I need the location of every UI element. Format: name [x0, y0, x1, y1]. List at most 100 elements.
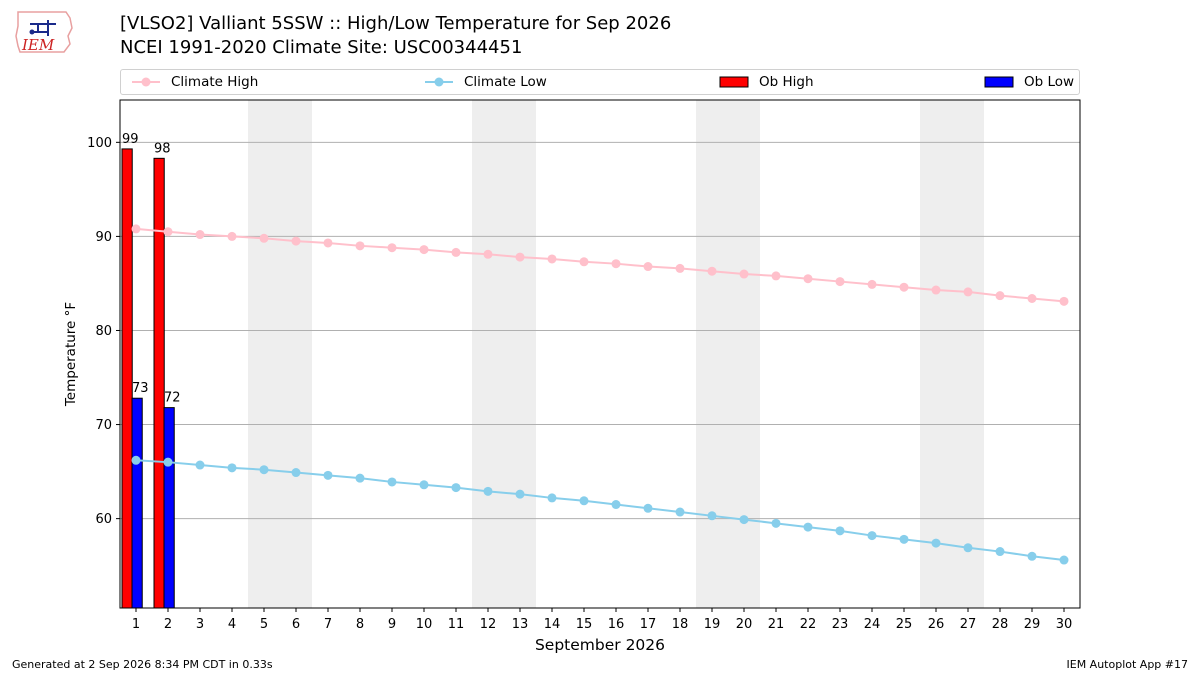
y-tick-label-70: 70	[95, 418, 112, 433]
x-tick-label-18: 18	[672, 617, 689, 632]
legend-label-climate-low: Climate Low	[464, 74, 547, 90]
x-tick-label-3: 3	[196, 617, 204, 632]
climate-high-point-day-11	[451, 247, 461, 257]
climate-low-point-day-5	[259, 465, 269, 475]
x-tick-label-11: 11	[448, 617, 465, 632]
climate-high-point-day-19	[707, 266, 717, 276]
legend-swatch-ob-high	[719, 76, 749, 88]
climate-high-point-day-24	[867, 279, 877, 289]
climate-high-point-day-20	[739, 269, 749, 279]
weekend-shade-0	[248, 100, 312, 608]
legend-item-climate-low: Climate Low	[424, 70, 547, 94]
x-tick-label-24: 24	[864, 617, 881, 632]
plot-frame	[119, 99, 1081, 609]
x-tick-label-19: 19	[704, 617, 721, 632]
ob-high-bar-day-1	[121, 148, 133, 609]
climate-high-point-day-29	[1027, 293, 1037, 303]
legend-label-ob-low: Ob Low	[1024, 74, 1075, 90]
x-tick-label-5: 5	[260, 617, 268, 632]
climate-low-point-day-8	[355, 473, 365, 483]
y-tick-label-80: 80	[95, 324, 112, 339]
legend-swatch-ob-low	[984, 76, 1014, 88]
climate-high-point-day-25	[899, 282, 909, 292]
x-tick-label-1: 1	[132, 617, 140, 632]
ob-low-label-day-1: 73	[132, 381, 149, 396]
x-tick-label-7: 7	[324, 617, 332, 632]
climate-low-point-day-10	[419, 480, 429, 490]
legend-item-climate-high: Climate High	[131, 70, 258, 94]
ob-high-label-day-1: 99	[122, 132, 139, 147]
legend-item-ob-high: Ob High	[719, 70, 814, 94]
ob-low-bar-day-1	[131, 397, 143, 609]
y-tick-label-100: 100	[87, 136, 112, 151]
climate-low-point-day-3	[195, 460, 205, 470]
climate-high-point-day-1	[131, 224, 141, 234]
logo-text: IEM	[21, 36, 55, 54]
climate-low-point-day-29	[1027, 551, 1037, 561]
climate-low-point-day-27	[963, 543, 973, 553]
weather-station-icon	[30, 20, 56, 36]
x-tick-label-29: 29	[1024, 617, 1041, 632]
x-tick-label-27: 27	[960, 617, 977, 632]
ob-high-bar-day-2	[153, 157, 165, 609]
climate-high-point-day-15	[579, 257, 589, 267]
x-tick-label-26: 26	[928, 617, 945, 632]
x-tick-label-4: 4	[228, 617, 236, 632]
climate-high-point-day-5	[259, 233, 269, 243]
weekend-shade-1	[472, 100, 536, 608]
climate-low-point-day-18	[675, 507, 685, 517]
climate-high-point-day-4	[227, 231, 237, 241]
climate-high-point-day-12	[483, 249, 493, 259]
climate-low-point-day-20	[739, 515, 749, 525]
climate-high-line	[135, 227, 1065, 303]
x-tick-label-30: 30	[1056, 617, 1073, 632]
climate-high-point-day-7	[323, 238, 333, 248]
ob-high-label-day-2: 98	[154, 141, 171, 156]
climate-low-point-day-21	[771, 518, 781, 528]
climate-high-point-day-28	[995, 291, 1005, 301]
y-tick-label-60: 60	[95, 512, 112, 527]
climate-low-point-day-24	[867, 531, 877, 541]
x-tick-label-20: 20	[736, 617, 753, 632]
x-tick-label-13: 13	[512, 617, 529, 632]
climate-low-point-day-14	[547, 493, 557, 503]
climate-low-point-day-13	[515, 489, 525, 499]
x-tick-label-21: 21	[768, 617, 785, 632]
x-tick-label-10: 10	[416, 617, 433, 632]
climate-low-point-day-19	[707, 511, 717, 521]
legend-swatch-climate-low	[425, 77, 453, 87]
climate-low-point-day-12	[483, 486, 493, 496]
climate-low-point-day-15	[579, 496, 589, 506]
climate-high-point-day-30	[1059, 296, 1069, 306]
climate-low-point-day-4	[227, 463, 237, 473]
x-axis-title: September 2026	[535, 636, 665, 654]
climate-high-point-day-10	[419, 245, 429, 255]
climate-high-point-day-3	[195, 230, 205, 240]
climate-low-point-day-9	[387, 477, 397, 487]
x-tick-label-22: 22	[800, 617, 817, 632]
climate-low-point-day-22	[803, 522, 813, 532]
x-tick-label-6: 6	[292, 617, 300, 632]
x-tick-label-8: 8	[356, 617, 364, 632]
chart-legend: Climate High Climate Low Ob High Ob Low	[120, 69, 1080, 95]
x-tick-label-28: 28	[992, 617, 1009, 632]
climate-high-point-day-8	[355, 241, 365, 251]
legend-item-ob-low: Ob Low	[984, 70, 1074, 94]
iem-logo: IEM	[15, 11, 73, 54]
ob-low-bar-day-2	[163, 407, 175, 609]
x-tick-label-9: 9	[388, 617, 396, 632]
weekend-shade-3	[920, 100, 984, 608]
climate-high-point-day-13	[515, 252, 525, 262]
climate-high-point-day-21	[771, 271, 781, 281]
climate-high-point-day-22	[803, 274, 813, 284]
climate-low-line	[135, 459, 1065, 562]
climate-high-point-day-16	[611, 259, 621, 269]
chart-subtitle: NCEI 1991-2020 Climate Site: USC00344451	[120, 37, 523, 58]
climate-low-point-day-26	[931, 538, 941, 548]
climate-high-point-day-14	[547, 254, 557, 264]
climate-low-point-day-7	[323, 470, 333, 480]
chart-title: [VLSO2] Valliant 5SSW :: High/Low Temper…	[120, 13, 672, 34]
climate-low-point-day-16	[611, 500, 621, 510]
app-credit: IEM Autoplot App #17	[1066, 658, 1189, 671]
